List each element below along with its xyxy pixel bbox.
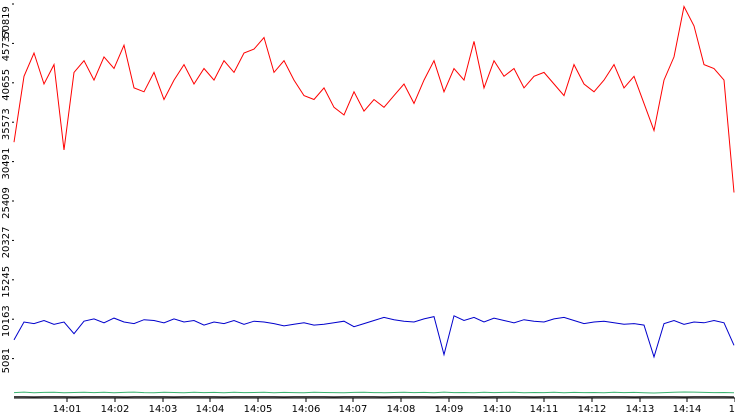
x-tick-label: 14 (729, 404, 735, 415)
y-tick-label: 30491 (1, 148, 12, 180)
y-tick-label: 35573 (1, 108, 12, 140)
series-line (13, 391, 735, 394)
y-tick-label: 5081 (1, 348, 12, 373)
y-tick-label: 45737 (1, 29, 12, 61)
x-tick-label: 14:09 (435, 404, 464, 415)
x-tick-label: 14:11 (530, 404, 559, 415)
x-tick-label: 14:05 (244, 404, 273, 415)
x-tick-label: 14:12 (578, 404, 607, 415)
series-line (13, 315, 735, 359)
x-tick-label: 14:13 (626, 404, 655, 415)
series-line (13, 4, 735, 193)
y-tick-label: 40655 (1, 69, 12, 101)
y-tick-label: 10163 (1, 305, 12, 337)
y-tick-label: 25409 (1, 187, 12, 219)
y-tick-label: 15245 (1, 266, 12, 298)
x-tick-label: 14:01 (53, 404, 82, 415)
x-tick-label: 14:14 (673, 404, 702, 415)
x-tick-label: 14:02 (101, 404, 130, 415)
x-tick-label: 14:03 (149, 404, 178, 415)
y-tick-label: 20327 (1, 226, 12, 258)
x-tick-label: 14:10 (483, 404, 512, 415)
y-tick-label: 50819 (1, 6, 12, 38)
x-tick-label: 14:04 (196, 404, 225, 415)
x-tick-label: 14:08 (387, 404, 416, 415)
x-tick-label: 14:07 (339, 404, 368, 415)
x-tick-label: 14:06 (292, 404, 321, 415)
